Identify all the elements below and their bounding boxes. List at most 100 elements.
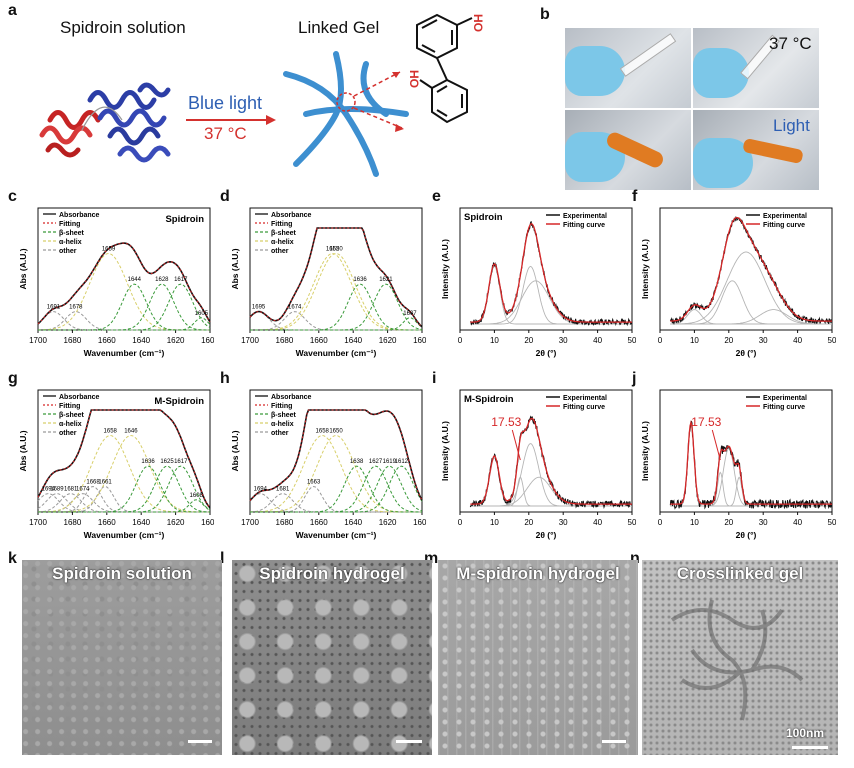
peak-label: 1663 — [307, 480, 321, 486]
x-tick-label: 50 — [628, 518, 636, 527]
linked-gel-title: Linked Gel — [298, 18, 380, 37]
xrd-component-peak — [670, 471, 832, 507]
legend-entry: Experimental — [763, 213, 807, 220]
x-tick-label: 1600 — [413, 336, 426, 345]
experimental-curve — [669, 216, 832, 326]
peak-label: 1636 — [141, 459, 155, 465]
tem-image-spidroin-solution: Spidroin solution — [22, 560, 222, 755]
legend-entry: β-sheet — [271, 412, 297, 419]
y-axis-label: Intensity (A.U.) — [640, 421, 650, 481]
x-tick-label: 1640 — [344, 518, 362, 527]
x-tick-label: 1660 — [310, 518, 328, 527]
x-tick-label: 1600 — [201, 336, 214, 345]
x-axis-label: 2θ (°) — [736, 530, 757, 540]
absorbance-curve — [37, 242, 211, 325]
legend-entry: Experimental — [563, 213, 607, 220]
x-tick-label: 1620 — [379, 518, 397, 527]
peak-label: 1644 — [128, 277, 142, 283]
xrd-component-peak — [470, 443, 632, 507]
fitting-curve — [37, 409, 211, 509]
legend-entry: other — [59, 430, 77, 437]
xrd-component-peak — [470, 265, 632, 325]
vial-photo-bottom-right: Light — [693, 110, 819, 190]
component-peak-1646 — [38, 434, 210, 513]
panel-label-k: k — [8, 550, 17, 567]
x-axis-label: 2θ (°) — [536, 530, 557, 540]
legend-entry: other — [271, 248, 289, 255]
peak-label: 1625 — [160, 459, 174, 465]
plot-frame — [659, 389, 833, 513]
panel-label-g: g — [8, 370, 18, 387]
x-tick-label: 1680 — [276, 336, 294, 345]
x-tick-label: 10 — [490, 518, 499, 527]
x-tick-label: 20 — [724, 336, 733, 345]
y-axis-label: Abs (A.U.) — [18, 248, 28, 289]
xrd-chart-f: 0 10 20 30 40 50 2θ (°) Intensity (A.U.) Experim… — [640, 207, 836, 358]
component-peak-1617 — [38, 283, 211, 331]
ho-label-bottom: HO — [407, 70, 421, 88]
x-axis-label: Wavenumber (cm⁻¹) — [84, 348, 165, 358]
scale-bar-n — [792, 746, 828, 749]
tem-title-m: M-spidroin hydrogel — [456, 564, 620, 583]
peak-label: 1658 — [316, 429, 330, 435]
x-tick-label: 40 — [593, 518, 602, 527]
x-tick-label: 20 — [524, 518, 533, 527]
peak-label: 1638 — [350, 459, 364, 465]
peak-label: 1689 — [50, 487, 64, 493]
legend-entry: Fitting — [59, 403, 80, 410]
peak-label: 1621 — [379, 277, 393, 283]
gel-network — [283, 51, 409, 177]
x-tick-label: 10 — [690, 518, 699, 527]
component-peak-1605 — [38, 317, 211, 331]
scale-bar-label: 100nm — [786, 726, 825, 740]
peak-label: 1674 — [76, 487, 90, 493]
tem-image-spidroin-hydrogel: Spidroin hydrogel — [232, 560, 432, 755]
component-peak-1650 — [250, 252, 422, 331]
peak-label: 1661 — [98, 480, 112, 486]
peak-label: 1691 — [47, 305, 61, 311]
xrd-chart-j: 0 10 20 30 40 50 2θ (°) Intensity (A.U.) Experim… — [640, 389, 836, 540]
experimental-curve — [469, 220, 633, 327]
x-tick-label: 1620 — [167, 518, 185, 527]
peak-label: 1619 — [383, 459, 397, 465]
tem-title-n: Crosslinked gel — [676, 564, 804, 583]
tem-title-l: Spidroin hydrogel — [259, 564, 405, 583]
protein-structure — [39, 82, 171, 163]
spidroin-solution-title: Spidroin solution — [60, 18, 186, 37]
peak-label: 1694 — [42, 487, 56, 493]
crosslink-network — [670, 599, 804, 721]
component-peak-1636 — [250, 283, 422, 331]
legend-entry: other — [59, 248, 77, 255]
vial-photo-top-right: 37 °C — [693, 28, 819, 108]
legend-entry: Absorbance — [59, 212, 100, 219]
legend-entry: Fitting — [271, 221, 292, 228]
x-tick-label: 40 — [793, 518, 802, 527]
legend-entry: other — [271, 430, 289, 437]
legend-entry: Experimental — [563, 395, 607, 402]
legend-entry: α-helix — [271, 239, 294, 246]
component-peak-1644 — [38, 283, 210, 331]
legend-entry: β-sheet — [59, 230, 85, 237]
legend-entry: Fitting curve — [563, 222, 605, 229]
x-tick-label: 20 — [524, 336, 533, 345]
experimental-curve — [469, 415, 633, 510]
chart-title: M-Spidroin — [464, 394, 514, 405]
xrd-component-peak — [470, 280, 632, 325]
x-axis-label: Wavenumber (cm⁻¹) — [296, 530, 377, 540]
peak-label: 1636 — [353, 277, 367, 283]
x-tick-label: 40 — [793, 336, 802, 345]
panel-label-d: d — [220, 188, 230, 205]
panel-label-c: c — [8, 188, 17, 205]
annotation-pointer — [511, 429, 521, 461]
fitting-curve — [37, 242, 211, 325]
x-tick-label: 50 — [628, 336, 636, 345]
x-tick-label: 1600 — [413, 518, 426, 527]
peak-label: 1668 — [86, 480, 100, 486]
peak-label: 1681 — [64, 487, 78, 493]
tem-title-k: Spidroin solution — [52, 564, 192, 583]
annotation-pointer — [711, 429, 721, 461]
peak-label: 1607 — [403, 311, 417, 317]
xrd-component-peak — [470, 265, 632, 325]
plot-frame — [459, 207, 633, 331]
ho-label-top: HO — [471, 14, 485, 32]
